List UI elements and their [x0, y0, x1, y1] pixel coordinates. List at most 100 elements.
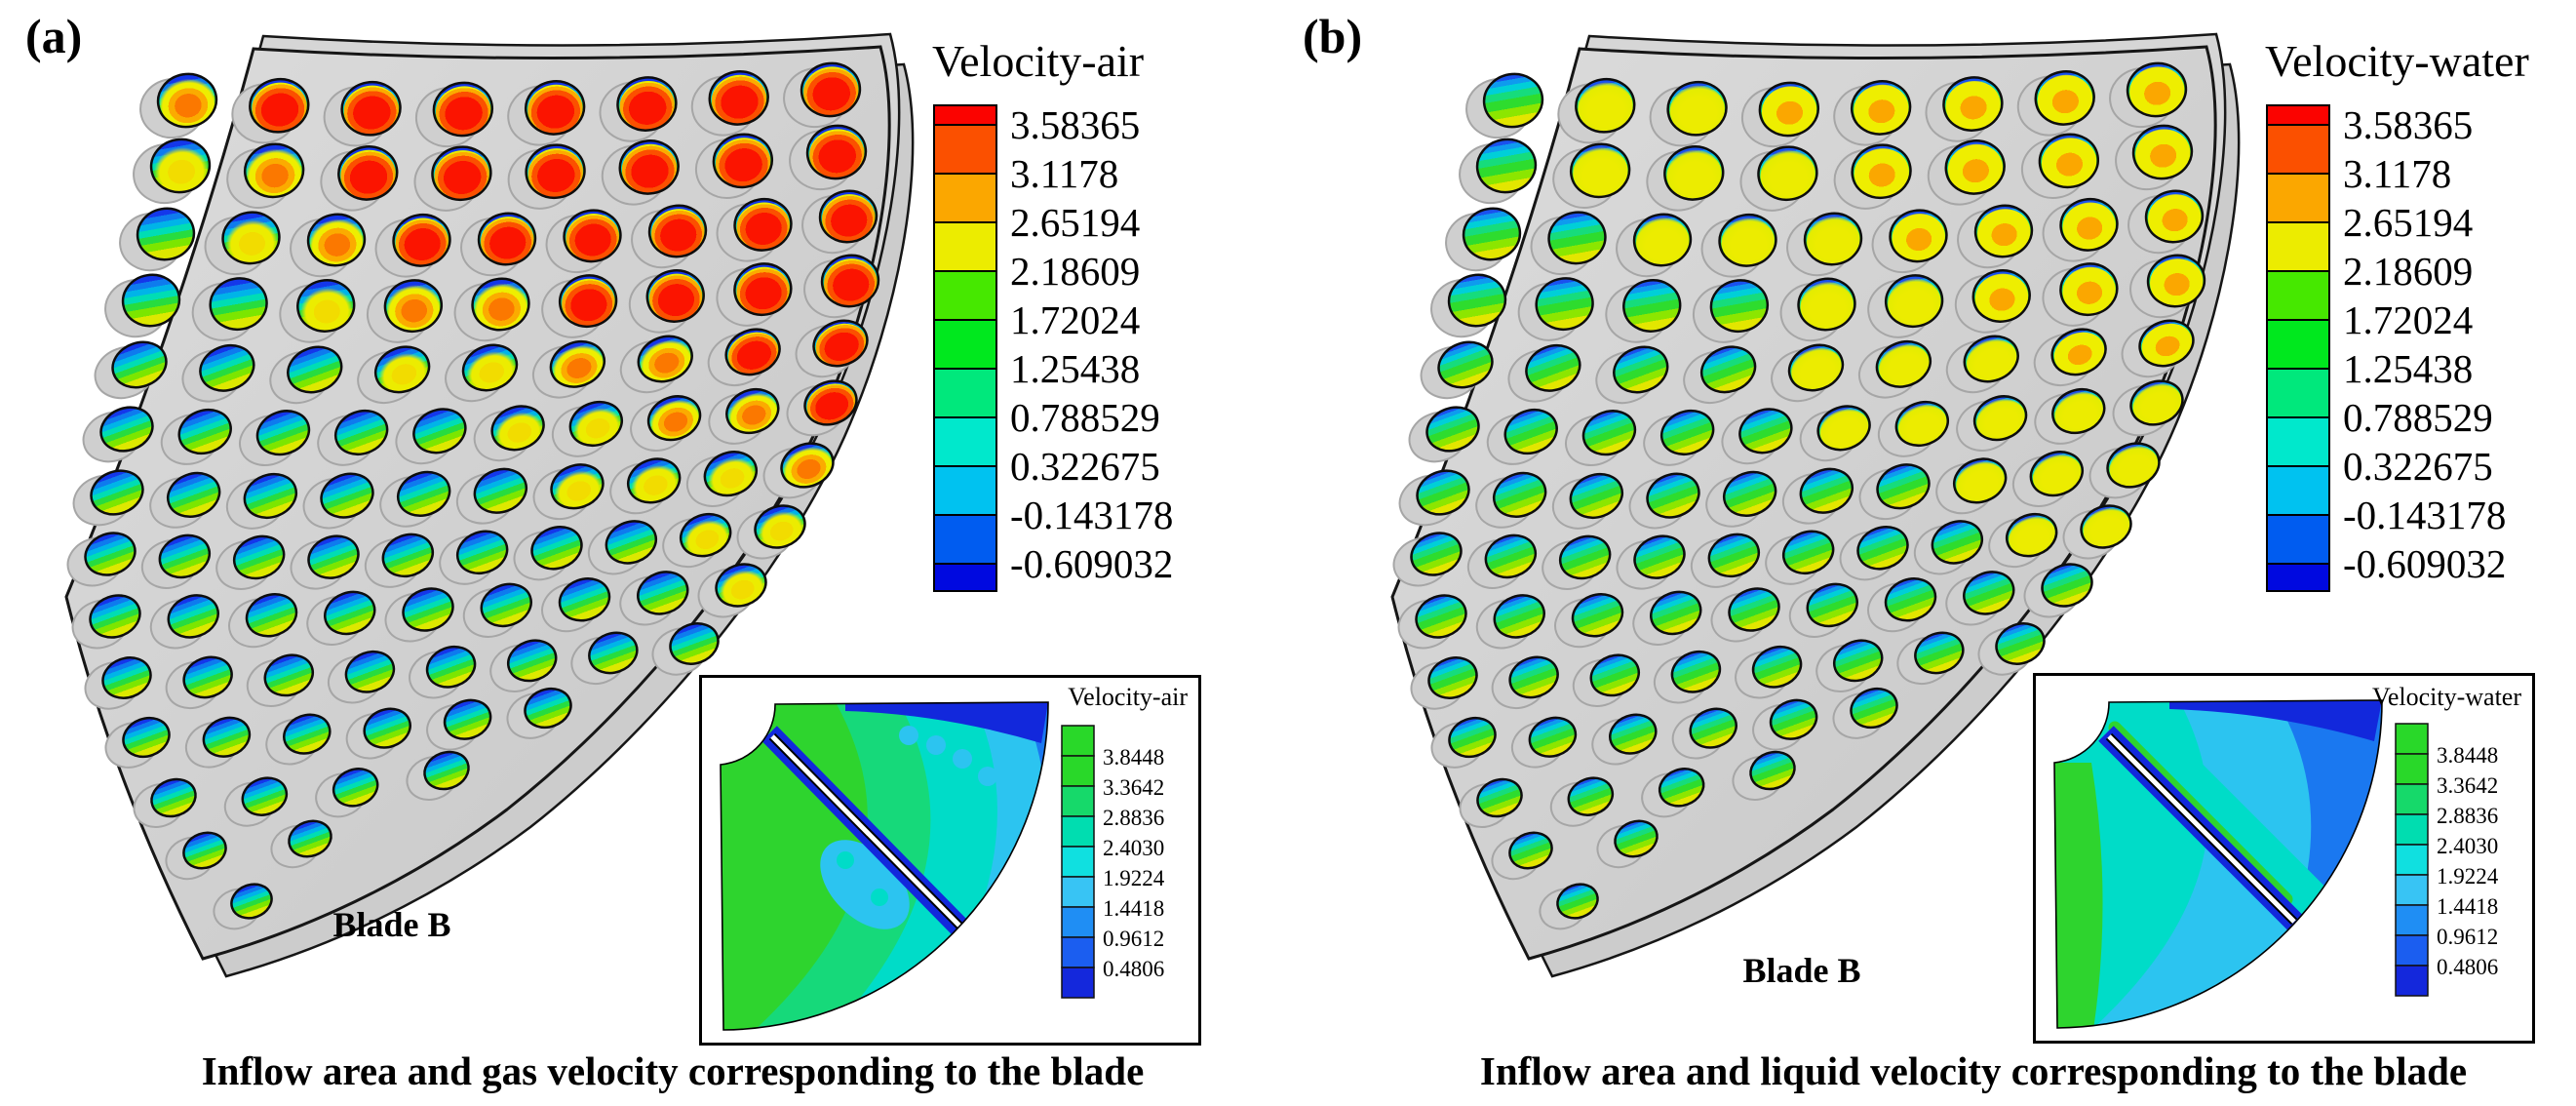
blade-hole: [733, 197, 793, 252]
blade-hole: [1663, 145, 1725, 201]
inset-legend-segment: [2395, 844, 2429, 876]
hole-hot-core: [343, 85, 399, 135]
blade-hole: [558, 274, 618, 329]
hole-hot-core: [2062, 266, 2116, 315]
hole-hot-core: [783, 446, 833, 487]
hole-hot-core: [527, 84, 583, 134]
blade-hole: [2131, 124, 2194, 180]
inset-legend-segment: [1061, 785, 1095, 817]
colorbar-segment: [2266, 173, 2330, 223]
colorbar-segment: [933, 416, 997, 467]
inset-legend-segment: [1061, 967, 1095, 999]
blade-hole: [524, 80, 586, 136]
colorbar-tick-label: -0.143178: [2343, 493, 2506, 537]
blade-hole: [1876, 463, 1931, 510]
hole-hot-core: [1761, 86, 1817, 136]
hole-hot-core: [1666, 149, 1722, 199]
hole-hot-core: [1669, 85, 1725, 135]
hole-hot-core: [2053, 332, 2105, 375]
hole-hot-core: [640, 338, 691, 381]
blade-hole: [2005, 512, 2058, 558]
inset-title-water: Velocity-water: [2371, 683, 2521, 711]
hole-hot-core: [1854, 84, 1909, 134]
hole-hot-core: [1760, 150, 1815, 199]
blade-hole: [2129, 379, 2184, 426]
blade-hole: [754, 504, 806, 549]
hole-hot-core: [2141, 323, 2193, 366]
blade-hole: [647, 204, 708, 258]
blade-hole: [1475, 138, 1538, 194]
inset-legend-label: 1.9224: [1103, 866, 1165, 890]
blade-hole: [2059, 197, 2119, 252]
inset-legend-label: 3.3642: [1103, 775, 1164, 800]
hole-hot-core: [2132, 383, 2182, 424]
colorbar-tick-label: 1.72024: [1010, 297, 1140, 342]
colorbar-segment: [933, 563, 997, 592]
blade-hole: [800, 61, 862, 118]
blade-hole: [712, 133, 774, 189]
blade-hole: [803, 379, 858, 426]
blade-hole: [1447, 273, 1507, 328]
blade-hole: [383, 279, 444, 334]
blade-hole: [324, 590, 376, 636]
hole-hot-core: [1721, 217, 1775, 265]
blade-hole: [1757, 145, 1818, 202]
blade-hole: [1581, 410, 1637, 456]
colorbar-segment: [2266, 416, 2330, 467]
colorbar-segment: [933, 104, 997, 126]
hole-hot-core: [706, 454, 756, 495]
colorbar-tick-label: 3.1178: [2343, 151, 2451, 196]
hole-hot-core: [1892, 214, 1945, 261]
blade-hole: [1508, 655, 1559, 699]
blade-hole: [431, 145, 492, 202]
hole-hot-core: [822, 194, 876, 242]
hole-hot-core: [815, 323, 867, 366]
blade-hole: [209, 277, 268, 332]
inset-legend-label: 0.9612: [2437, 925, 2498, 949]
inset-legend-segment: [2395, 904, 2429, 936]
blade-hole: [1942, 76, 2004, 132]
inset-legend-label: 0.4806: [1103, 957, 1164, 981]
blade-hole: [1503, 408, 1558, 455]
blade-hole: [1803, 212, 1863, 266]
blade-hole: [443, 698, 492, 740]
blade-hole: [1670, 650, 1722, 693]
hole-hot-core: [386, 283, 441, 332]
blade-hole: [1806, 582, 1858, 628]
panel-label-b: (b): [1303, 9, 1363, 63]
inset-title-air: Velocity-air: [1068, 683, 1188, 711]
blade-hole: [1609, 713, 1658, 755]
blade-hole: [1589, 653, 1641, 697]
panel-label-a: (a): [25, 9, 83, 63]
blade-hole: [558, 577, 611, 622]
colorbar-title-water: Velocity-water: [2265, 36, 2529, 86]
hole-hot-core: [566, 214, 619, 261]
inset-legend-segment: [1061, 876, 1095, 908]
blade-hole: [392, 213, 451, 267]
blade-hole: [1666, 80, 1728, 137]
inset-legend-segment: [2395, 934, 2429, 967]
blade-hole: [306, 213, 367, 267]
blade-hole: [1525, 343, 1581, 392]
hole-hot-core: [562, 278, 615, 327]
blade-hole: [381, 533, 435, 578]
hole-hot-core: [299, 283, 353, 331]
colorbar-segment: [933, 368, 997, 418]
colorbar-segment: [2266, 563, 2330, 592]
inset-legend-label: 2.8836: [1103, 806, 1164, 830]
blade-hole: [101, 656, 152, 699]
blade-hole: [182, 831, 227, 870]
blade-hole: [255, 410, 311, 456]
blade-hole: [333, 409, 389, 455]
hole-hot-core: [160, 77, 215, 127]
blade-hole: [221, 211, 281, 265]
inset-legend-label: 0.9612: [1103, 927, 1164, 951]
hole-hot-core: [481, 217, 534, 264]
colorbar-tick-label: 3.58365: [1010, 102, 1140, 147]
colorbar-tick-label: 2.65194: [2343, 200, 2473, 245]
inset-legend-label: 2.4030: [2437, 834, 2498, 858]
blade-hole: [1931, 520, 1984, 565]
blade-hole: [1556, 883, 1599, 920]
blade-hole: [122, 716, 171, 759]
hole-hot-core: [736, 266, 790, 315]
